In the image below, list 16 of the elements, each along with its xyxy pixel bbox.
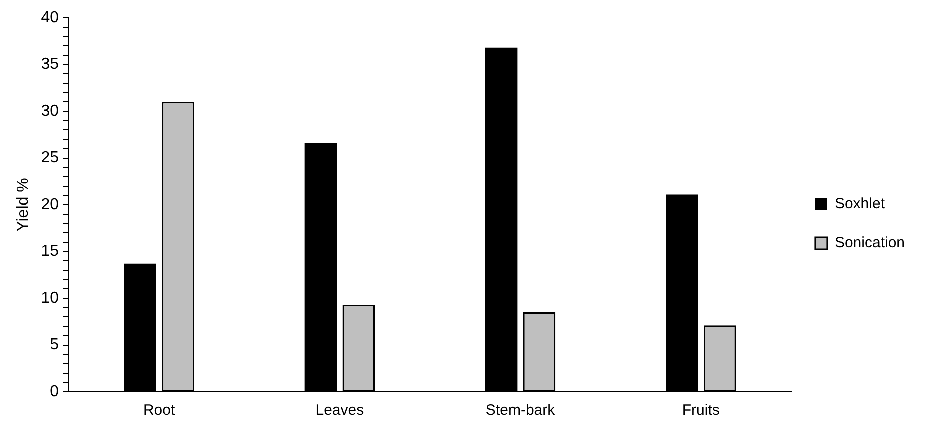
y-tick-label: 40: [41, 9, 60, 26]
x-tick-label: Leaves: [316, 402, 364, 420]
legend-label: Sonication: [834, 234, 906, 252]
y-tick-label: 5: [50, 336, 60, 354]
y-tick-label: 0: [50, 383, 60, 400]
legend-label: Soxhlet: [834, 196, 886, 213]
x-tick-label: Fruits: [682, 402, 720, 420]
y-tick-label: 35: [41, 56, 60, 74]
y-tick-label: 30: [41, 102, 60, 120]
x-tick-label: Stem-bark: [486, 402, 556, 420]
y-tick-label: 15: [41, 243, 60, 260]
y-axis-title: Yield %: [15, 178, 32, 232]
y-tick-label: 10: [41, 290, 60, 307]
y-tick-label: 20: [41, 196, 60, 214]
x-tick-label: Root: [143, 402, 176, 420]
y-tick-label: 25: [41, 150, 60, 167]
